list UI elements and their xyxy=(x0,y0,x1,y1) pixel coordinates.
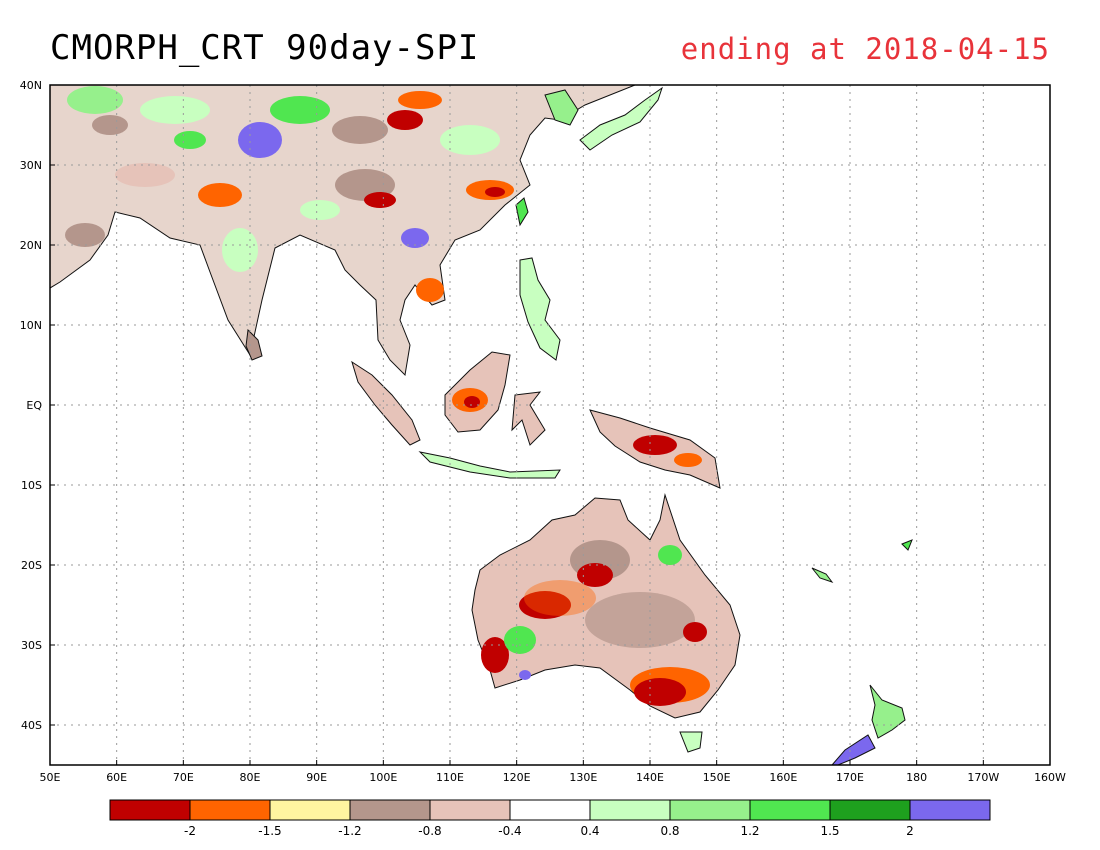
landmass-philippines xyxy=(519,257,561,361)
lat-tick-label: 40N xyxy=(20,79,42,92)
landmass-taiwan xyxy=(515,197,529,227)
color-bar-label: -1.2 xyxy=(338,824,361,838)
color-bar-swatch xyxy=(349,799,431,821)
landmass-fiji xyxy=(901,539,913,551)
landmass-asia xyxy=(50,85,636,377)
lat-tick-label: 20S xyxy=(21,559,42,572)
color-bar-label: -2 xyxy=(184,824,196,838)
lon-tick-label: 170E xyxy=(836,771,864,784)
landmass-new-zealand-south xyxy=(831,734,876,765)
lat-tick-label: 40S xyxy=(21,719,42,732)
lon-tick-label: 120E xyxy=(503,771,531,784)
lon-tick-label: 100E xyxy=(369,771,397,784)
color-bar-label: -1.5 xyxy=(258,824,281,838)
lat-tick-label: EQ xyxy=(26,399,42,412)
color-bar-swatch xyxy=(669,799,751,821)
map-title: CMORPH_CRT 90day-SPI xyxy=(50,28,480,68)
map-subtitle: ending at 2018-04-15 xyxy=(680,32,1050,66)
lon-tick-label: 130E xyxy=(569,771,597,784)
color-bar-label: 2 xyxy=(906,824,914,838)
lon-tick-label: 170W xyxy=(967,771,999,784)
color-bar-swatch xyxy=(509,799,591,821)
lon-tick-label: 90E xyxy=(306,771,327,784)
color-bar-swatch xyxy=(589,799,671,821)
lon-tick-label: 160E xyxy=(769,771,797,784)
color-bar-label: -0.4 xyxy=(498,824,521,838)
land-layer xyxy=(50,85,913,765)
lon-tick-label: 110E xyxy=(436,771,464,784)
color-bar-label: 1.2 xyxy=(740,824,759,838)
lat-tick-label: 30N xyxy=(20,159,42,172)
lon-tick-label: 150E xyxy=(703,771,731,784)
color-bar-swatch xyxy=(909,799,991,821)
landmass-new-caledonia xyxy=(811,567,834,583)
map-frame xyxy=(49,84,1051,766)
landmass-japan xyxy=(579,86,663,151)
color-bar: -2 -1.5 -1.2 -0.8 -0.4 0.4 0.8 1.2 1.5 2 xyxy=(109,799,991,838)
lon-tick-label: 80E xyxy=(240,771,261,784)
color-bar-swatch xyxy=(189,799,271,821)
color-bar-swatch xyxy=(109,799,191,821)
lon-tick-label: 60E xyxy=(106,771,127,784)
lon-tick-label: 50E xyxy=(40,771,61,784)
lon-tick-label: 180 xyxy=(906,771,927,784)
lon-tick-label: 140E xyxy=(636,771,664,784)
lon-tick-label: 160W xyxy=(1034,771,1066,784)
color-bar-label: 1.5 xyxy=(820,824,839,838)
lon-tick-label: 70E xyxy=(173,771,194,784)
landmass-new-zealand-north xyxy=(869,684,906,739)
color-bar-label: 0.8 xyxy=(660,824,679,838)
color-bar-swatch xyxy=(749,799,831,821)
landmass-korea xyxy=(544,89,579,126)
lat-tick-label: 10S xyxy=(21,479,42,492)
graticule xyxy=(50,85,1050,765)
lat-tick-label: 30S xyxy=(21,639,42,652)
landmass-tasmania xyxy=(679,731,703,753)
landmass-java xyxy=(418,451,561,479)
color-bar-label: -0.8 xyxy=(418,824,441,838)
color-bar-swatch xyxy=(829,799,911,821)
axis-labels: 50E 60E 70E 80E 90E 100E 110E 120E 130E 140E 150E 1… xyxy=(20,79,1066,784)
lat-tick-label: 20N xyxy=(20,239,42,252)
color-bar-swatch xyxy=(269,799,351,821)
lat-tick-label: 10N xyxy=(20,319,42,332)
landmass-sumatra xyxy=(351,360,421,446)
color-bar-label: 0.4 xyxy=(580,824,599,838)
landmass-sulawesi xyxy=(511,391,546,446)
color-bar-swatch xyxy=(429,799,511,821)
